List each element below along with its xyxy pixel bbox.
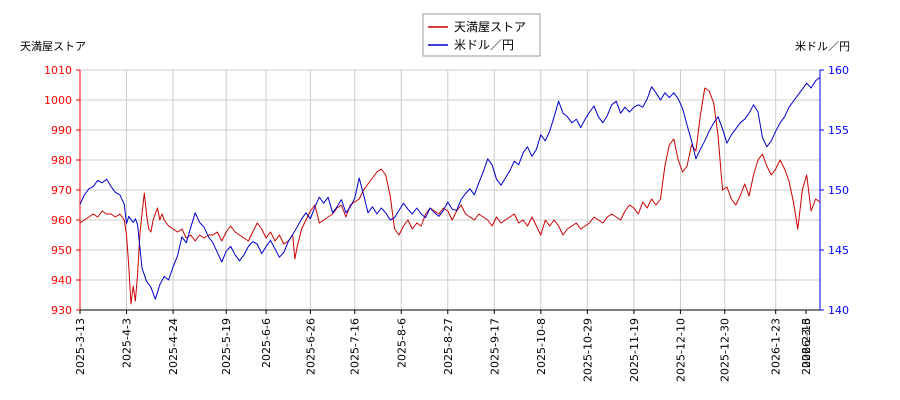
- x-tick-label: 2025-9-17: [488, 318, 501, 375]
- x-tick-label: 2025-4-3: [121, 318, 134, 368]
- series-line-usdjpy: [79, 76, 821, 300]
- left-tick-label: 930: [51, 304, 72, 317]
- left-tick-label: 1010: [44, 64, 72, 77]
- x-tick-label: 2026-2-13: [800, 318, 813, 375]
- grid: [79, 69, 821, 311]
- right-tick-label: 145: [828, 244, 849, 257]
- x-tick-label: 2025-3-13: [74, 318, 87, 375]
- left-tick-label: 940: [51, 274, 72, 287]
- x-tick-label: 2025-10-8: [535, 318, 548, 375]
- x-tick-label: 2025-6-26: [304, 318, 317, 375]
- left-tick-label: 990: [51, 124, 72, 137]
- x-tick-label: 2025-8-27: [442, 318, 455, 375]
- right-tick-label: 160: [828, 64, 849, 77]
- x-tick-label: 2025-8-6: [395, 318, 408, 368]
- left-axis: 930 940 950 960 970 980 990 1000 1010: [44, 64, 80, 317]
- right-axis: 140 145 150 155 160: [820, 64, 849, 317]
- left-tick-label: 1000: [44, 94, 72, 107]
- left-tick-label: 950: [51, 244, 72, 257]
- left-tick-label: 970: [51, 184, 72, 197]
- right-axis-title: 米ドル／円: [795, 40, 850, 53]
- right-tick-label: 140: [828, 304, 849, 317]
- left-axis-title: 天満屋ストア: [20, 40, 86, 53]
- series-line-tenmaya: [79, 87, 821, 305]
- x-tick-label: 2026-3-6: [800, 318, 813, 368]
- legend-label-tenmaya: 天満屋ストア: [454, 20, 526, 34]
- left-tick-label: 980: [51, 154, 72, 167]
- legend-label-usdjpy: 米ドル／円: [454, 38, 514, 52]
- x-tick-label: 2025-10-29: [581, 318, 594, 382]
- x-tick-label: 2025-11-19: [628, 318, 641, 382]
- x-tick-label: 2026-1-23: [770, 318, 783, 375]
- right-tick-label: 150: [828, 184, 849, 197]
- x-tick-label: 2025-12-10: [674, 318, 687, 382]
- left-tick-label: 960: [51, 214, 72, 227]
- series-layer: [79, 76, 821, 305]
- x-tick-label: 2025-4-24: [167, 318, 180, 375]
- legend-box: [422, 13, 541, 57]
- right-tick-label: 155: [828, 124, 849, 137]
- x-tick-label: 2025-7-16: [349, 318, 362, 375]
- x-axis: 2025-3-13 2025-4-3 2025-4-24 2025-5-19 2025-…: [74, 310, 813, 382]
- x-tick-label: 2025-5-19: [220, 318, 233, 375]
- legend: 天満屋ストア 米ドル／円: [422, 13, 541, 57]
- x-tick-label: 2025-6-6: [260, 318, 273, 368]
- x-tick-label: 2025-12-30: [719, 318, 732, 382]
